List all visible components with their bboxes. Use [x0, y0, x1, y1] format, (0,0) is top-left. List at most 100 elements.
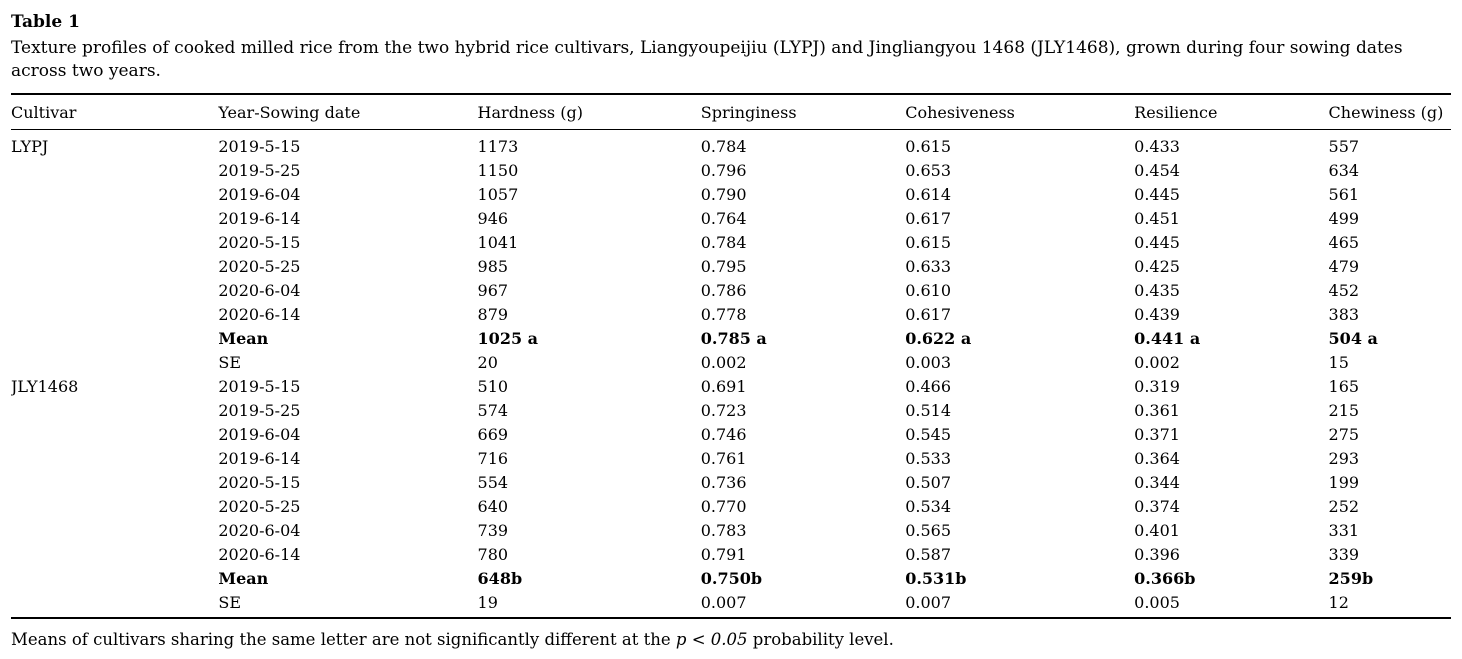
table-row: 2019-6-04 1057 0.790 0.614 0.445 561: [11, 183, 1451, 207]
table-row: SE 20 0.002 0.003 0.002 15: [11, 351, 1451, 375]
cell-value: 19: [477, 593, 498, 612]
cell-value: 879: [477, 305, 509, 324]
cell-value: 199: [1328, 473, 1360, 492]
cell-value: 0.396: [1134, 545, 1180, 564]
cell-value: 452: [1328, 281, 1360, 300]
column-header: Year-Sowing date: [218, 103, 361, 122]
cell-value: 0.691: [700, 377, 747, 396]
cell-value: 0.795: [700, 257, 747, 276]
cell-value: 0.319: [1134, 377, 1180, 396]
cell-value: 0.610: [905, 281, 952, 300]
cell-value: 504 a: [1328, 329, 1378, 348]
cell-sowing-date: 2019-5-15: [218, 137, 301, 156]
footnote-text-suffix: probability level.: [747, 630, 894, 649]
table-row: 2019-6-14 946 0.764 0.617 0.451 499: [11, 207, 1451, 231]
cell-value: 554: [477, 473, 509, 492]
cell-cultivar: JLY1468: [11, 377, 79, 396]
cell-value: 12: [1328, 593, 1349, 612]
cell-cultivar: [11, 471, 218, 495]
cell-sowing-date: 2020-6-04: [218, 521, 301, 540]
table-label: Table 1: [11, 12, 80, 32]
cell-value: 0.785 a: [700, 329, 767, 348]
cell-value: 1150: [477, 161, 519, 180]
cell-value: 0.764: [700, 209, 747, 228]
cell-value: 0.778: [700, 305, 747, 324]
cell-value: 20: [477, 353, 498, 372]
cell-value: 739: [477, 521, 509, 540]
table-row: LYPJ 2019-5-15 1173 0.784 0.615 0.433 557: [11, 130, 1451, 159]
cell-sowing-date: Mean: [218, 569, 269, 588]
cell-value: 0.435: [1134, 281, 1180, 300]
cell-cultivar: [11, 447, 218, 471]
cell-value: 0.005: [1134, 593, 1180, 612]
cell-value: 0.445: [1134, 185, 1180, 204]
cell-value: 0.533: [905, 449, 952, 468]
cell-value: 0.784: [700, 137, 747, 156]
cell-sowing-date: 2019-6-14: [218, 209, 301, 228]
cell-value: 0.344: [1134, 473, 1180, 492]
cell-sowing-date: SE: [218, 593, 241, 612]
cell-cultivar: LYPJ: [11, 137, 49, 156]
cell-value: 465: [1328, 233, 1360, 252]
cell-value: 0.633: [905, 257, 952, 276]
cell-value: 0.466: [905, 377, 952, 396]
cell-value: 0.371: [1134, 425, 1180, 444]
cell-value: 275: [1328, 425, 1360, 444]
cell-value: 293: [1328, 449, 1360, 468]
cell-value: 0.433: [1134, 137, 1180, 156]
cell-value: 1173: [477, 137, 519, 156]
cell-value: 0.617: [905, 305, 952, 324]
column-header: Cohesiveness: [905, 103, 1015, 122]
cell-value: 0.615: [905, 137, 952, 156]
cell-value: 0.439: [1134, 305, 1180, 324]
cell-value: 0.791: [700, 545, 747, 564]
table-row: 2019-6-14 716 0.761 0.533 0.364 293: [11, 447, 1451, 471]
table-row: 2020-5-15 1041 0.784 0.615 0.445 465: [11, 231, 1451, 255]
cell-value: 0.750b: [700, 569, 763, 588]
cell-sowing-date: 2019-5-25: [218, 401, 301, 420]
footnote-text-prefix: Means of cultivars sharing the same lett…: [11, 630, 676, 649]
column-header: Resilience: [1134, 103, 1218, 122]
cell-value: 0.445: [1134, 233, 1180, 252]
table-row: 2020-6-04 739 0.783 0.565 0.401 331: [11, 519, 1451, 543]
cell-value: 0.007: [700, 593, 747, 612]
cell-value: 648b: [477, 569, 523, 588]
cell-value: 0.770: [700, 497, 747, 516]
cell-value: 0.364: [1134, 449, 1180, 468]
cell-value: 634: [1328, 161, 1360, 180]
cell-cultivar: [11, 543, 218, 567]
cell-value: 0.366b: [1134, 569, 1196, 588]
column-header: Hardness (g): [477, 103, 583, 122]
cell-value: 0.003: [905, 353, 952, 372]
cell-value: 339: [1328, 545, 1360, 564]
cell-cultivar: [11, 183, 218, 207]
cell-sowing-date: 2020-5-15: [218, 233, 301, 252]
table-row: 2019-6-04 669 0.746 0.545 0.371 275: [11, 423, 1451, 447]
cell-sowing-date: SE: [218, 353, 241, 372]
cell-value: 0.401: [1134, 521, 1180, 540]
cell-value: 0.790: [700, 185, 747, 204]
cell-cultivar: [11, 303, 218, 327]
cell-value: 0.761: [700, 449, 747, 468]
cell-sowing-date: 2019-6-04: [218, 185, 301, 204]
cell-value: 0.615: [905, 233, 952, 252]
column-header: Springiness: [700, 103, 797, 122]
cell-sowing-date: 2019-5-25: [218, 161, 301, 180]
cell-value: 0.374: [1134, 497, 1180, 516]
cell-value: 215: [1328, 401, 1360, 420]
cell-value: 0.622 a: [905, 329, 972, 348]
cell-sowing-date: 2020-6-14: [218, 545, 301, 564]
cell-sowing-date: 2020-5-25: [218, 257, 301, 276]
cell-value: 1025 a: [477, 329, 539, 348]
table-row: 2019-5-25 1150 0.796 0.653 0.454 634: [11, 159, 1451, 183]
table-row: 2020-5-25 985 0.795 0.633 0.425 479: [11, 255, 1451, 279]
cell-cultivar: [11, 327, 218, 351]
cell-value: 0.454: [1134, 161, 1180, 180]
cell-sowing-date: 2019-6-14: [218, 449, 301, 468]
cell-value: 479: [1328, 257, 1360, 276]
cell-cultivar: [11, 423, 218, 447]
cell-value: 669: [477, 425, 509, 444]
table-caption: Texture profiles of cooked milled rice f…: [11, 38, 1403, 81]
table-row: JLY1468 2019-5-15 510 0.691 0.466 0.319 165: [11, 375, 1451, 399]
